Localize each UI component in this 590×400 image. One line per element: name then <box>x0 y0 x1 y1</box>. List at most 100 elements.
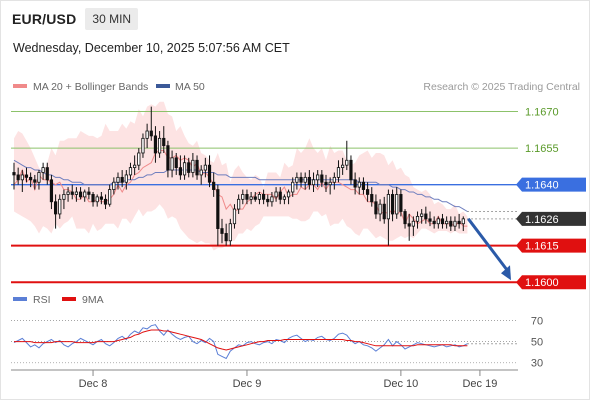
candle-body <box>33 179 37 183</box>
candle-body <box>16 174 20 181</box>
candle-body <box>307 176 311 186</box>
candle-body <box>457 220 461 225</box>
ma50-legend-label: MA 50 <box>175 81 205 93</box>
candle-body <box>440 218 445 225</box>
candle-body <box>58 198 62 215</box>
candle-body <box>378 203 382 215</box>
candle-body <box>149 130 153 137</box>
candle-body <box>87 191 91 195</box>
candle-body <box>445 220 449 225</box>
candle-body <box>41 167 45 173</box>
candle-body <box>108 189 112 205</box>
candle-body <box>316 174 320 181</box>
chart-header: EUR/USD 30 MIN <box>12 7 139 31</box>
rsi-legend-label: RSI <box>33 294 51 306</box>
candle-body <box>141 137 145 154</box>
candle-body <box>424 213 428 220</box>
rsi-legend-swatch <box>13 297 27 301</box>
candle-body <box>291 181 295 193</box>
rsi-tick-70: 70 <box>531 315 543 327</box>
ma20-legend-swatch <box>13 84 27 88</box>
candle-body <box>461 218 465 225</box>
candle-body <box>390 194 395 215</box>
candle-body <box>237 198 241 210</box>
candle-body <box>91 194 95 203</box>
candle-body <box>66 191 70 195</box>
candle-body <box>286 191 291 198</box>
candle-body <box>24 174 29 178</box>
candle-body <box>203 164 207 171</box>
candle-body <box>303 176 307 183</box>
candle-body <box>361 181 366 190</box>
resistance-label-1: 1.1655 <box>525 143 559 155</box>
candle-body <box>349 159 353 181</box>
candle-body <box>191 159 195 173</box>
candle-body <box>103 198 108 205</box>
symbol-title: EUR/USD <box>12 11 77 27</box>
projection-arrow-head <box>501 265 511 281</box>
rsi-tick-30: 30 <box>531 358 543 370</box>
pivot-price-tag <box>516 177 586 192</box>
pivot-label: 1.1640 <box>525 180 559 192</box>
candle-body <box>83 191 87 198</box>
candle-body <box>207 164 212 183</box>
candle-body <box>274 191 278 198</box>
resistance-label-0: 1.1670 <box>525 107 559 119</box>
copyright-label: Research © 2025 Trading Central <box>423 81 580 93</box>
candle-body <box>278 191 282 200</box>
candle-body <box>20 174 24 181</box>
candle-body <box>128 167 133 176</box>
candle-body <box>299 176 303 183</box>
candle-body <box>99 196 103 200</box>
rsi-ma-legend-swatch <box>62 297 76 301</box>
candle-body <box>370 194 374 203</box>
candle-body <box>162 137 166 147</box>
datetime-label: Wednesday, December 10, 2025 5:07:56 AM … <box>13 41 290 55</box>
candle-body <box>228 223 232 242</box>
candle-body <box>182 162 187 176</box>
rsi-tick-50: 50 <box>531 337 543 349</box>
candle-body <box>78 191 83 198</box>
candle-body <box>395 194 399 215</box>
ma20-legend-label: MA 20 + Bollinger Bands <box>33 81 148 93</box>
candle-body <box>386 194 391 220</box>
last-price-tag <box>516 211 586 226</box>
candle-body <box>432 220 436 225</box>
candle-body <box>266 198 270 203</box>
candle-body <box>12 172 16 176</box>
candle-body <box>257 194 262 200</box>
candle-body <box>411 220 415 227</box>
x-tick-label-3: Dec 19 <box>462 378 497 390</box>
candle-body <box>282 196 287 200</box>
candle-body <box>357 181 361 188</box>
candle-body <box>54 201 58 215</box>
projection-arrow-shaft <box>467 217 510 273</box>
candle-body <box>420 213 424 217</box>
candle-body <box>137 152 141 166</box>
ma50-line <box>13 159 468 212</box>
candle-body <box>187 162 191 173</box>
candle-body <box>341 164 345 169</box>
candle-body <box>133 164 137 169</box>
candle-body <box>145 130 149 139</box>
candle-body <box>449 220 453 227</box>
candle-body <box>232 208 237 225</box>
candle-body <box>436 218 440 225</box>
rsi-ma-line <box>14 329 468 351</box>
candle-body <box>353 179 357 188</box>
rsi-line <box>13 324 468 360</box>
candle-body <box>116 176 120 183</box>
candle-body <box>311 179 316 186</box>
candle-body <box>95 196 99 203</box>
candle-body <box>195 159 199 176</box>
last-price-label: 1.1626 <box>525 214 559 226</box>
timeframe-badge[interactable]: 30 MIN <box>85 8 139 30</box>
candle-body <box>253 196 257 200</box>
target-price-tag-5 <box>516 275 586 290</box>
x-tick-label-0: Dec 8 <box>79 378 108 390</box>
candle-body <box>45 167 49 181</box>
candle-body <box>224 233 228 242</box>
candle-body <box>320 174 324 183</box>
target-label-4: 1.1615 <box>525 241 559 253</box>
